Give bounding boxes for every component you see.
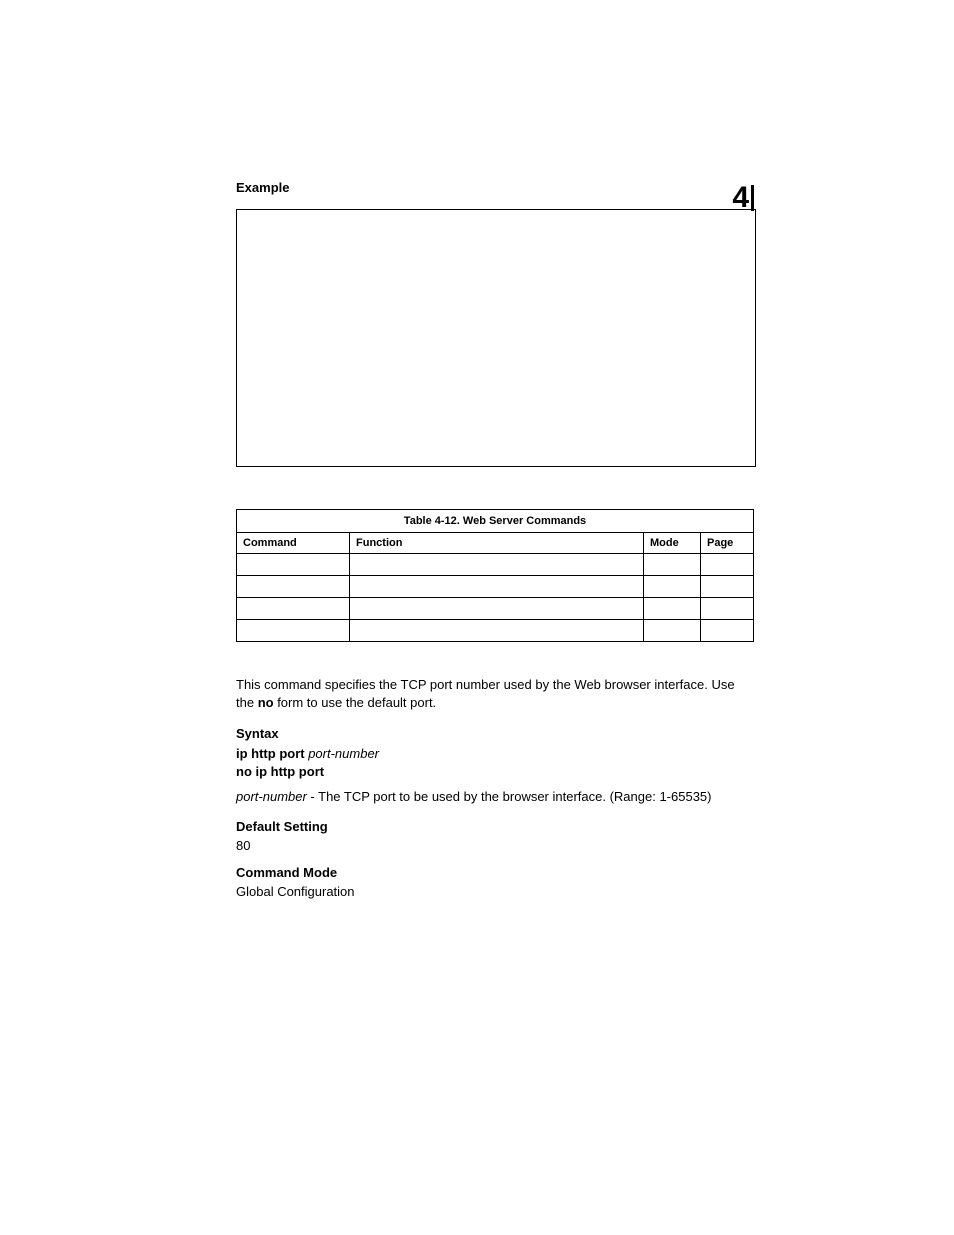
command-mode-heading: Command Mode [236, 865, 754, 880]
param-name: port-number [236, 789, 307, 804]
document-page: 4 Example Table 4-12. Web Server Command… [0, 0, 954, 1235]
web-server-commands-table: Table 4-12. Web Server Commands Command … [236, 509, 754, 642]
intro-text-2: form to use the default port. [274, 695, 437, 710]
table-header-mode: Mode [644, 533, 701, 554]
table-row [237, 576, 754, 598]
command-mode-value: Global Configuration [236, 884, 754, 899]
syntax-cmd-2: no ip http port [236, 764, 324, 779]
intro-paragraph: This command specifies the TCP port numb… [236, 676, 754, 712]
param-text: - The TCP port to be used by the browser… [307, 789, 712, 804]
table-header-row: Command Function Mode Page [237, 533, 754, 554]
table-row [237, 554, 754, 576]
syntax-param-1: port-number [308, 746, 379, 761]
example-box [236, 209, 756, 467]
intro-bold: no [258, 695, 274, 710]
param-description: port-number - The TCP port to be used by… [236, 788, 754, 806]
syntax-line-2: no ip http port [236, 763, 754, 781]
syntax-line-1: ip http port port-number [236, 745, 754, 763]
example-heading: Example [236, 180, 754, 195]
syntax-cmd-1: ip http port [236, 746, 308, 761]
table-row [237, 598, 754, 620]
default-setting-heading: Default Setting [236, 819, 754, 834]
syntax-heading: Syntax [236, 726, 754, 741]
table-header-function: Function [350, 533, 644, 554]
default-setting-value: 80 [236, 838, 754, 853]
table-header-page: Page [701, 533, 754, 554]
chapter-number: 4 [732, 185, 754, 211]
table-caption: Table 4-12. Web Server Commands [236, 509, 754, 532]
table-header-command: Command [237, 533, 350, 554]
table-row [237, 620, 754, 642]
